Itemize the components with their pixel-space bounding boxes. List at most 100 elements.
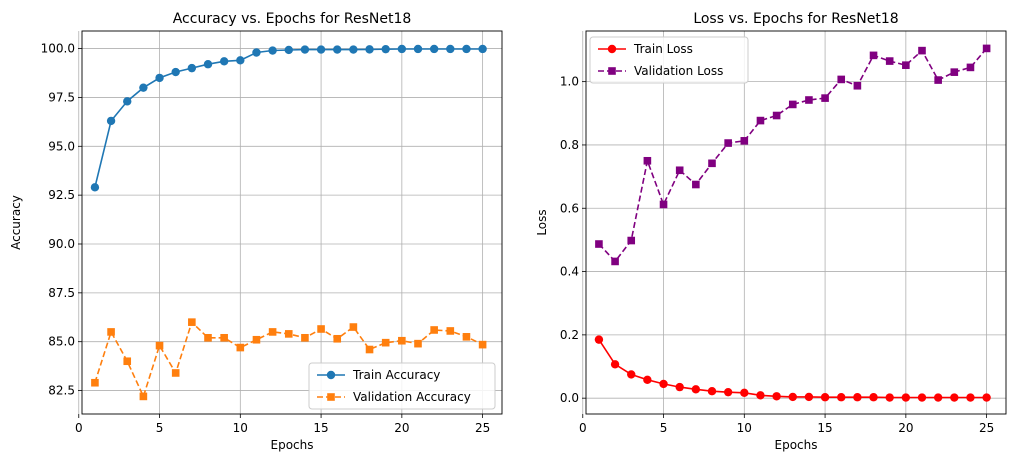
- y-tick-label: 0.0: [560, 391, 579, 405]
- data-point: [788, 392, 797, 402]
- data-point: [885, 57, 894, 65]
- data-point: [918, 46, 926, 55]
- data-point: [284, 330, 293, 338]
- data-point: [219, 57, 229, 66]
- data-point: [772, 111, 781, 120]
- data-point: [611, 257, 619, 266]
- data-point: [139, 83, 148, 92]
- data-point: [204, 333, 212, 342]
- data-point: [284, 45, 293, 55]
- data-point: [594, 335, 604, 344]
- data-point: [106, 116, 116, 126]
- data-point: [414, 339, 422, 348]
- data-point: [627, 370, 636, 379]
- data-point: [740, 137, 749, 145]
- data-point: [123, 97, 132, 106]
- x-tick-label: 10: [233, 421, 248, 435]
- y-tick-label: 0.4: [560, 265, 579, 279]
- data-point: [707, 387, 717, 396]
- axes-frame: [81, 30, 503, 415]
- y-tick-label: 0.8: [560, 138, 579, 152]
- data-point: [724, 139, 732, 147]
- data-point: [627, 236, 636, 245]
- legend-marker: [608, 67, 616, 75]
- legend-marker: [327, 393, 335, 401]
- y-tick-label: 82.5: [48, 384, 75, 398]
- chart-panel-1: 0 5 10 15 20 25 82.5 85.0 87.5 90.0 92.5 95.0 97.5 10…: [9, 11, 503, 452]
- data-point: [659, 379, 668, 389]
- data-point: [478, 340, 487, 349]
- y-tick-label: 97.5: [48, 90, 75, 104]
- legend-box: [589, 36, 749, 84]
- y-tick-label: 0.6: [560, 201, 579, 215]
- data-point: [478, 44, 487, 54]
- data-point: [821, 94, 829, 102]
- legend-marker: [326, 370, 336, 380]
- data-point: [381, 44, 390, 54]
- x-tick-label: 15: [817, 421, 832, 435]
- data-point: [837, 393, 846, 402]
- data-point: [950, 68, 959, 76]
- x-tick-label: 0: [579, 421, 587, 435]
- data-point: [333, 45, 342, 54]
- data-point: [220, 333, 228, 342]
- data-point: [365, 345, 374, 354]
- legend-label: Validation Loss: [634, 64, 723, 78]
- data-point: [252, 335, 261, 344]
- data-point: [236, 56, 245, 65]
- x-axis-label: Epochs: [775, 438, 818, 452]
- data-point: [804, 392, 814, 402]
- y-tick-label: 90.0: [48, 237, 75, 251]
- data-point: [692, 180, 700, 189]
- data-point: [155, 73, 164, 83]
- x-tick-label: 15: [313, 421, 328, 435]
- data-point: [820, 393, 830, 402]
- series-line: [598, 339, 987, 399]
- data-point: [610, 360, 620, 369]
- data-point: [934, 76, 942, 84]
- data-point: [236, 343, 245, 352]
- data-point: [595, 240, 603, 248]
- legend: Train Accuracy Validation Accuracy: [308, 362, 496, 410]
- x-tick-label: 5: [156, 421, 164, 435]
- data-point: [708, 159, 716, 168]
- data-point: [643, 375, 652, 385]
- data-point: [349, 45, 358, 54]
- legend-marker: [607, 44, 617, 54]
- data-point: [300, 45, 310, 54]
- data-point: [901, 393, 911, 402]
- data-point: [91, 378, 99, 387]
- series-train-accuracy: [90, 44, 487, 192]
- data-point: [462, 333, 471, 341]
- legend-label: Validation Accuracy: [353, 390, 471, 404]
- data-point: [462, 44, 471, 54]
- data-point: [317, 325, 325, 333]
- legend-label: Train Accuracy: [352, 368, 440, 382]
- data-point: [869, 393, 878, 402]
- x-tick-label: 25: [475, 421, 490, 435]
- chart-title: Loss vs. Epochs for ResNet18: [693, 11, 898, 27]
- legend-box: [308, 362, 496, 410]
- data-point: [982, 44, 991, 53]
- data-point: [398, 336, 406, 345]
- data-point: [853, 393, 862, 402]
- data-point: [902, 61, 910, 69]
- data-point: [869, 51, 878, 60]
- data-point: [349, 323, 358, 331]
- data-point: [123, 357, 132, 366]
- chart-title: Accuracy vs. Epochs for ResNet18: [173, 11, 412, 27]
- data-point: [139, 392, 148, 401]
- data-point: [413, 44, 423, 54]
- legend: Train Loss Validation Loss: [589, 36, 749, 84]
- data-point: [885, 393, 894, 402]
- data-point: [381, 338, 390, 347]
- y-tick-label: 85.0: [48, 335, 75, 349]
- chart-panel-2: 0 5 10 15 20 25 0.0 0.2 0.4 0.6 0.8 1.0 Loss vs. Epo…: [535, 11, 1007, 452]
- data-point: [966, 393, 975, 402]
- data-point: [268, 46, 277, 55]
- data-point: [643, 156, 652, 165]
- data-point: [966, 63, 975, 72]
- data-point: [950, 393, 959, 402]
- data-point: [933, 393, 943, 402]
